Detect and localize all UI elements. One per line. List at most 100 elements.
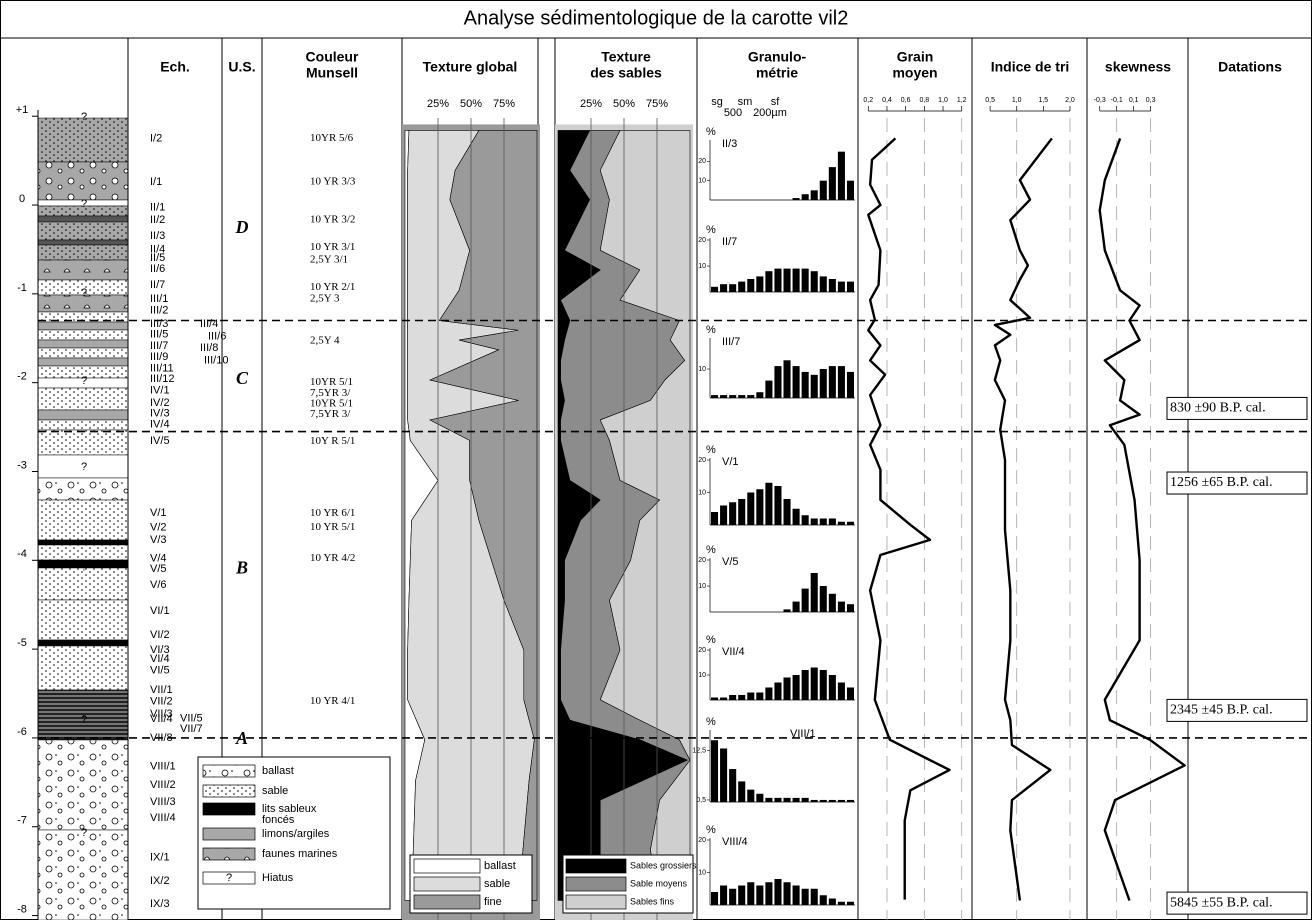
hist-bar <box>802 515 809 525</box>
log-layer <box>38 330 128 340</box>
hist-unit: % <box>706 324 716 336</box>
hist-bar <box>756 886 763 906</box>
hist-bar <box>729 889 736 905</box>
legend-swatch <box>203 848 255 860</box>
hist-bar <box>802 372 809 398</box>
munsell-color: 10 YR 3/1 <box>310 241 355 253</box>
hist-bar <box>838 602 845 612</box>
log-layer <box>38 410 128 420</box>
hist-bar <box>711 512 718 525</box>
log-layer <box>38 162 128 200</box>
hist-bar <box>838 522 845 525</box>
sample-label: II/3 <box>150 230 165 242</box>
hist-bar <box>720 506 727 526</box>
hist-bar <box>711 287 718 292</box>
sample-label: VIII/4 <box>150 812 176 824</box>
hist-bar <box>774 366 781 398</box>
sample-label: VIII/3 <box>150 796 176 808</box>
hist-bar <box>720 748 727 802</box>
legend-symbol: ? <box>226 872 232 884</box>
hist-bar <box>720 886 727 906</box>
legend-swatch <box>414 859 480 873</box>
x-tick-label: 50% <box>460 98 482 110</box>
sample-label: VII/1 <box>150 684 173 696</box>
hist-bar <box>738 499 745 525</box>
sample-label: IX/3 <box>150 898 170 910</box>
munsell-color: 10 YR 3/2 <box>310 214 355 226</box>
size-label: 200µm <box>753 107 787 119</box>
hist-label: VIII/4 <box>722 836 748 848</box>
hist-bar <box>720 284 727 292</box>
depth-tick-label: -2 <box>17 371 27 383</box>
hist-bar <box>729 395 736 398</box>
sample-label: II/6 <box>150 263 165 275</box>
hist-bar <box>811 271 818 292</box>
size-label: 500 <box>724 107 742 119</box>
sample-label: III/6 <box>208 330 226 342</box>
hist-bar <box>820 670 827 700</box>
hiatus-mark: ? <box>81 461 87 473</box>
log-layer <box>38 740 128 830</box>
sample-label: II/1 <box>150 202 165 214</box>
sample-label: III/5 <box>150 329 168 341</box>
column-header: Ech. <box>160 59 190 75</box>
x-tick-label: 0,5 <box>985 97 995 104</box>
log-layer <box>38 420 128 430</box>
hist-tick-label: 20 <box>698 557 706 564</box>
hist-bar <box>729 284 736 292</box>
hist-unit: % <box>706 824 716 836</box>
x-tick-label: -0,3 <box>1094 97 1106 104</box>
hist-bar <box>811 519 818 526</box>
hist-bar <box>802 889 809 905</box>
hist-bar <box>829 519 836 526</box>
depth-tick-label: -4 <box>17 548 27 560</box>
hiatus-mark: ? <box>81 714 87 726</box>
log-layer <box>38 240 128 245</box>
hist-bar <box>784 609 791 612</box>
munsell-color: 10 YR 4/2 <box>310 552 355 564</box>
hist-bar <box>820 586 827 612</box>
depth-tick-label: +1 <box>16 104 29 116</box>
sample-label: II/7 <box>150 279 165 291</box>
hist-bar <box>765 882 772 905</box>
hist-unit: % <box>706 634 716 646</box>
column-header: Munsell <box>306 65 358 81</box>
datation-label: 830 ±90 B.P. cal. <box>1170 401 1266 416</box>
hist-bar <box>847 800 854 802</box>
x-tick-label: 0,4 <box>882 97 892 104</box>
unit-label: D <box>235 217 249 237</box>
hist-label: III/7 <box>722 336 740 348</box>
x-tick-label: 75% <box>493 98 515 110</box>
sample-label: III/12 <box>150 373 174 385</box>
hist-bar <box>729 769 736 802</box>
hist-tick-label: 20 <box>698 158 706 165</box>
hist-bar <box>829 366 836 398</box>
sample-label: III/8 <box>200 342 218 354</box>
profile-line <box>868 138 949 899</box>
x-tick-label: 0,3 <box>1146 97 1156 104</box>
hist-bar <box>793 798 800 802</box>
hist-bar <box>738 781 745 802</box>
x-tick-label: 25% <box>427 98 449 110</box>
hist-bar <box>765 271 772 292</box>
datation-label: 1256 ±65 B.P. cal. <box>1170 475 1273 490</box>
hist-bar <box>738 282 745 292</box>
hist-tick-label: 20 <box>698 457 706 464</box>
column-header: métrie <box>756 65 798 81</box>
munsell-color: 10 YR 6/1 <box>310 507 355 519</box>
hist-bar <box>829 899 836 906</box>
hist-bar <box>802 269 809 292</box>
hiatus-mark: ? <box>81 111 87 123</box>
legend-label: Sables fins <box>630 896 675 906</box>
hist-bar <box>720 395 727 398</box>
depth-tick-label: -8 <box>17 903 27 915</box>
hist-bar <box>847 688 854 701</box>
depth-tick-label: -5 <box>17 637 27 649</box>
hist-bar <box>838 152 845 200</box>
datation-label: 5845 ±55 B.P. cal. <box>1170 895 1273 910</box>
hist-unit: % <box>706 444 716 456</box>
log-layer <box>38 348 128 358</box>
sample-label: VI/1 <box>150 605 170 617</box>
hist-label: II/3 <box>722 138 737 150</box>
hist-bar <box>720 698 727 701</box>
